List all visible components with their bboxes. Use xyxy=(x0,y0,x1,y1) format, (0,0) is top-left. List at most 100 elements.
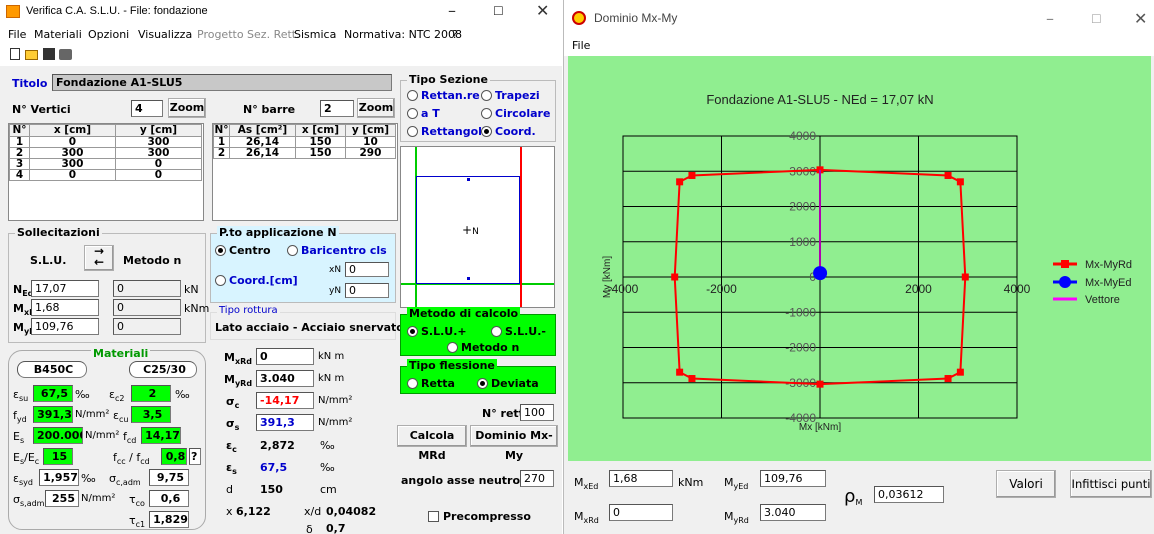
maximize-icon[interactable]: ☐ xyxy=(1091,12,1102,26)
radio-at[interactable]: a T xyxy=(407,107,440,120)
new-icon[interactable] xyxy=(10,48,20,60)
right-title-bar[interactable]: Dominio Mx-My – ☐ ✕ xyxy=(564,0,1154,36)
radio-metodo-n[interactable]: Metodo n xyxy=(447,341,519,354)
precompresso-checkbox[interactable]: Precompresso xyxy=(428,510,531,523)
table-row[interactable]: 3 300 0 xyxy=(9,158,203,170)
radio-trapezi[interactable]: Trapezi xyxy=(481,89,540,102)
ned-input[interactable]: 17,07 xyxy=(31,280,99,297)
valori-button[interactable]: Valori xyxy=(996,470,1056,498)
fyd-field[interactable]: 391,3 xyxy=(33,406,73,423)
table-row[interactable]: 1 26,14 150 10 xyxy=(213,136,397,148)
sc-adm-field[interactable]: 9,75 xyxy=(149,469,189,486)
infittisci-button[interactable]: Infittisci punti xyxy=(1070,470,1152,498)
nrett-input[interactable]: 100 xyxy=(520,404,554,421)
ec2-field[interactable]: 2 xyxy=(131,385,171,402)
cell[interactable]: 150 xyxy=(294,147,346,159)
help-button[interactable]: ? xyxy=(189,448,201,465)
swap-arrows-button[interactable]: → ← xyxy=(84,245,114,271)
ecu-field[interactable]: 3,5 xyxy=(131,406,171,423)
menu-visualizza[interactable]: Visualizza xyxy=(138,28,193,41)
radio-retta[interactable]: Retta xyxy=(407,377,455,390)
cell[interactable]: 26,14 xyxy=(229,136,296,148)
left-title-bar[interactable]: Verifica C.A. S.L.U. - File: fondazione … xyxy=(0,0,562,24)
open-icon[interactable] xyxy=(25,50,38,60)
myed-input[interactable]: 109,76 xyxy=(31,318,99,335)
close-icon[interactable]: ✕ xyxy=(1134,9,1148,28)
cell[interactable]: 0 xyxy=(29,169,116,181)
radio-slu-minus[interactable]: S.L.U.- xyxy=(491,325,546,338)
minimize-icon[interactable]: – xyxy=(1046,9,1054,28)
cell[interactable]: 26,14 xyxy=(229,147,296,159)
radio-circolare[interactable]: Circolare xyxy=(481,107,550,120)
radio-rettanre[interactable]: Rettan.re xyxy=(407,89,480,102)
cell[interactable]: 300 xyxy=(29,158,116,170)
tco-field[interactable]: 0,6 xyxy=(149,490,189,507)
radio-baricentro[interactable]: Baricentro cls xyxy=(287,244,387,257)
radio-deviata[interactable]: Deviata xyxy=(477,377,539,390)
ned-n-input[interactable]: 0 xyxy=(113,280,181,297)
dominio-mxmy-button[interactable]: Dominio Mx-My xyxy=(470,425,558,462)
cell[interactable]: 300 xyxy=(114,136,203,148)
cell[interactable]: 150 xyxy=(294,136,346,148)
save-icon[interactable] xyxy=(43,48,55,60)
print-icon[interactable] xyxy=(59,49,72,60)
calcola-mrd-button[interactable]: Calcola MRd xyxy=(397,425,467,462)
minimize-icon[interactable]: – xyxy=(448,1,456,20)
zoom-vertici-button[interactable]: Zoom xyxy=(168,98,206,118)
nbarre-input[interactable]: 2 xyxy=(320,100,354,117)
menu-help[interactable]: ? xyxy=(452,28,458,41)
cell[interactable]: 0 xyxy=(29,136,116,148)
cell[interactable]: 1 xyxy=(9,136,30,148)
menu-progetto[interactable]: Progetto Sez. Rett. xyxy=(197,28,300,41)
cell[interactable]: 300 xyxy=(114,147,203,159)
cell[interactable]: 0 xyxy=(114,158,203,170)
cell[interactable]: 0 xyxy=(114,169,203,181)
cell[interactable]: 4 xyxy=(9,169,30,181)
angolo-input[interactable]: 270 xyxy=(520,470,554,487)
cell[interactable]: 1 xyxy=(213,136,230,148)
menu-sismica[interactable]: Sismica xyxy=(294,28,337,41)
table-row[interactable]: 2 26,14 150 290 xyxy=(213,147,397,159)
fcc-fcd-field[interactable]: 0,8 xyxy=(161,448,187,465)
fcd-field[interactable]: 14,17 xyxy=(141,427,181,444)
myed-bottom-field[interactable]: 109,76 xyxy=(760,470,826,487)
nvertici-input[interactable]: 4 xyxy=(131,100,163,117)
es-ec-field[interactable]: 15 xyxy=(43,448,73,465)
mxrd-bottom-field[interactable]: 0 xyxy=(609,504,673,521)
close-icon[interactable]: ✕ xyxy=(536,1,550,20)
radio-slu-plus[interactable]: S.L.U.+ xyxy=(407,325,467,338)
titolo-input[interactable]: Fondazione A1-SLU5 xyxy=(52,74,392,91)
ss-adm-field[interactable]: 255 xyxy=(45,490,79,507)
cell[interactable]: 3 xyxy=(9,158,30,170)
xn-input[interactable]: 0 xyxy=(345,262,389,277)
cell[interactable]: 300 xyxy=(29,147,116,159)
menu-file[interactable]: File xyxy=(572,39,591,52)
acciaio-field[interactable]: B450C xyxy=(17,361,87,378)
zoom-barre-button[interactable]: Zoom xyxy=(357,98,395,118)
radio-centro[interactable]: Centro xyxy=(215,244,271,257)
esu-field[interactable]: 67,5 xyxy=(33,385,73,402)
cell[interactable]: 10 xyxy=(344,136,397,148)
table-row[interactable]: 1 0 300 xyxy=(9,136,203,148)
tc1-field[interactable]: 1,829 xyxy=(149,511,189,528)
radio-rettangoli[interactable]: Rettangoli xyxy=(407,125,486,138)
cell[interactable]: 2 xyxy=(9,147,30,159)
cell[interactable]: 290 xyxy=(344,147,397,159)
es-field[interactable]: 200.000 xyxy=(33,427,83,444)
menu-file[interactable]: File xyxy=(8,28,27,41)
mxed-bottom-field[interactable]: 1,68 xyxy=(609,470,673,487)
radio-coord-cm[interactable]: Coord.[cm] xyxy=(215,274,298,287)
menu-materiali[interactable]: Materiali xyxy=(34,28,82,41)
mxed-n-input[interactable]: 0 xyxy=(113,299,181,316)
radio-coord[interactable]: Coord. xyxy=(481,125,536,138)
cell[interactable]: 2 xyxy=(213,147,230,159)
menu-normativa[interactable]: Normativa: NTC 2008 xyxy=(344,28,463,41)
cls-field[interactable]: C25/30 xyxy=(129,361,197,378)
mxed-input[interactable]: 1,68 xyxy=(31,299,99,316)
esyd-field[interactable]: 1,957 xyxy=(39,469,79,486)
yn-input[interactable]: 0 xyxy=(345,283,389,298)
maximize-icon[interactable]: ☐ xyxy=(493,4,504,18)
myrd-bottom-field[interactable]: 3.040 xyxy=(760,504,826,521)
myed-n-input[interactable]: 0 xyxy=(113,318,181,335)
